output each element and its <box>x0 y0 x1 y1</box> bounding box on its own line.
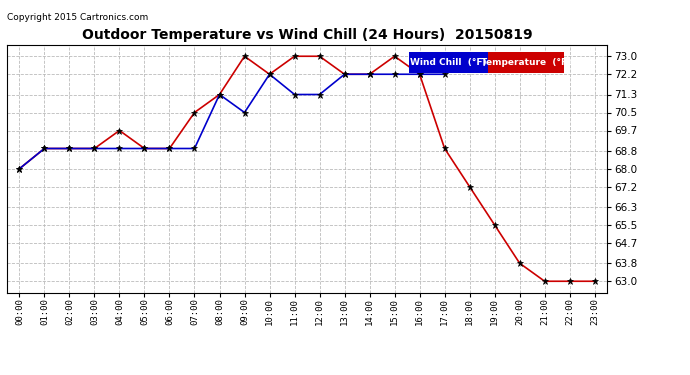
Text: Temperature  (°F): Temperature (°F) <box>482 58 571 68</box>
Text: Wind Chill  (°F): Wind Chill (°F) <box>411 58 487 68</box>
Text: Copyright 2015 Cartronics.com: Copyright 2015 Cartronics.com <box>7 13 148 22</box>
Title: Outdoor Temperature vs Wind Chill (24 Hours)  20150819: Outdoor Temperature vs Wind Chill (24 Ho… <box>81 28 533 42</box>
